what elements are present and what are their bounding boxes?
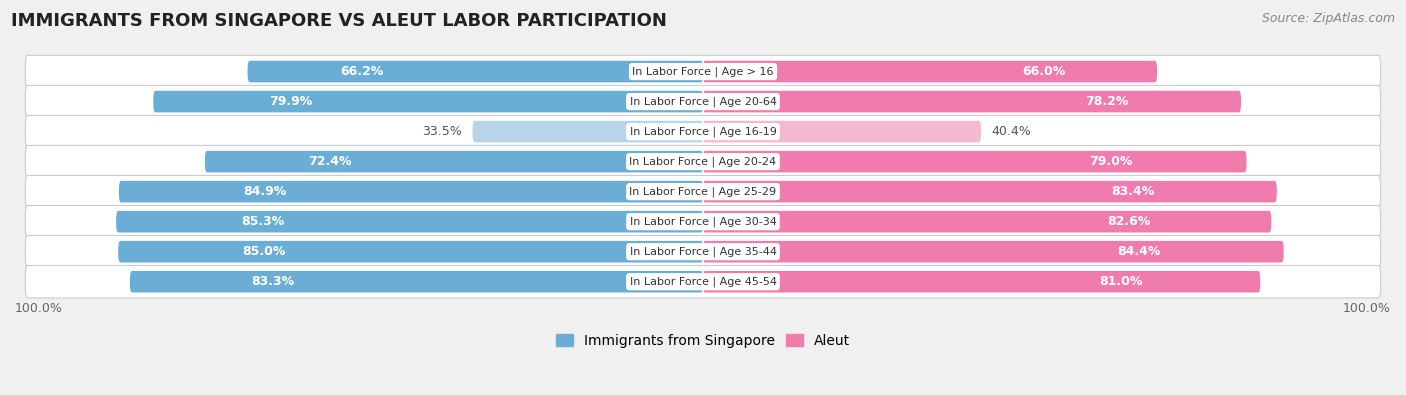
FancyBboxPatch shape — [703, 181, 1277, 203]
Text: 82.6%: 82.6% — [1108, 215, 1152, 228]
FancyBboxPatch shape — [703, 271, 1260, 293]
Text: 72.4%: 72.4% — [308, 155, 352, 168]
Text: 100.0%: 100.0% — [1343, 302, 1391, 315]
FancyBboxPatch shape — [129, 271, 703, 293]
FancyBboxPatch shape — [25, 235, 1381, 268]
Text: Source: ZipAtlas.com: Source: ZipAtlas.com — [1261, 12, 1395, 25]
Text: 66.0%: 66.0% — [1022, 65, 1066, 78]
Text: IMMIGRANTS FROM SINGAPORE VS ALEUT LABOR PARTICIPATION: IMMIGRANTS FROM SINGAPORE VS ALEUT LABOR… — [11, 12, 666, 30]
Text: In Labor Force | Age 16-19: In Labor Force | Age 16-19 — [630, 126, 776, 137]
FancyBboxPatch shape — [205, 151, 703, 173]
Text: 79.0%: 79.0% — [1090, 155, 1132, 168]
FancyBboxPatch shape — [703, 241, 1284, 263]
Text: 85.3%: 85.3% — [242, 215, 284, 228]
Text: 100.0%: 100.0% — [15, 302, 63, 315]
Text: 78.2%: 78.2% — [1085, 95, 1128, 108]
Text: In Labor Force | Age 30-34: In Labor Force | Age 30-34 — [630, 216, 776, 227]
Text: 84.9%: 84.9% — [243, 185, 287, 198]
Text: 85.0%: 85.0% — [243, 245, 285, 258]
Text: 84.4%: 84.4% — [1116, 245, 1160, 258]
FancyBboxPatch shape — [703, 91, 1241, 113]
FancyBboxPatch shape — [153, 91, 703, 113]
FancyBboxPatch shape — [247, 61, 703, 83]
Text: In Labor Force | Age > 16: In Labor Force | Age > 16 — [633, 66, 773, 77]
FancyBboxPatch shape — [25, 115, 1381, 148]
Text: In Labor Force | Age 20-24: In Labor Force | Age 20-24 — [630, 156, 776, 167]
FancyBboxPatch shape — [25, 85, 1381, 118]
FancyBboxPatch shape — [117, 211, 703, 233]
FancyBboxPatch shape — [25, 55, 1381, 88]
FancyBboxPatch shape — [25, 265, 1381, 298]
Text: In Labor Force | Age 25-29: In Labor Force | Age 25-29 — [630, 186, 776, 197]
FancyBboxPatch shape — [25, 145, 1381, 178]
Text: 40.4%: 40.4% — [991, 125, 1031, 138]
FancyBboxPatch shape — [703, 61, 1157, 83]
Text: 33.5%: 33.5% — [422, 125, 463, 138]
Text: 66.2%: 66.2% — [340, 65, 382, 78]
FancyBboxPatch shape — [25, 205, 1381, 238]
Text: 83.3%: 83.3% — [252, 275, 295, 288]
FancyBboxPatch shape — [703, 151, 1247, 173]
FancyBboxPatch shape — [703, 211, 1271, 233]
FancyBboxPatch shape — [118, 241, 703, 263]
Text: In Labor Force | Age 35-44: In Labor Force | Age 35-44 — [630, 246, 776, 257]
Text: 79.9%: 79.9% — [269, 95, 312, 108]
FancyBboxPatch shape — [120, 181, 703, 203]
FancyBboxPatch shape — [472, 121, 703, 143]
FancyBboxPatch shape — [25, 175, 1381, 208]
Text: In Labor Force | Age 20-64: In Labor Force | Age 20-64 — [630, 96, 776, 107]
Text: 81.0%: 81.0% — [1099, 275, 1143, 288]
Text: 83.4%: 83.4% — [1112, 185, 1154, 198]
FancyBboxPatch shape — [703, 121, 981, 143]
Text: In Labor Force | Age 45-54: In Labor Force | Age 45-54 — [630, 276, 776, 287]
Legend: Immigrants from Singapore, Aleut: Immigrants from Singapore, Aleut — [551, 328, 855, 353]
